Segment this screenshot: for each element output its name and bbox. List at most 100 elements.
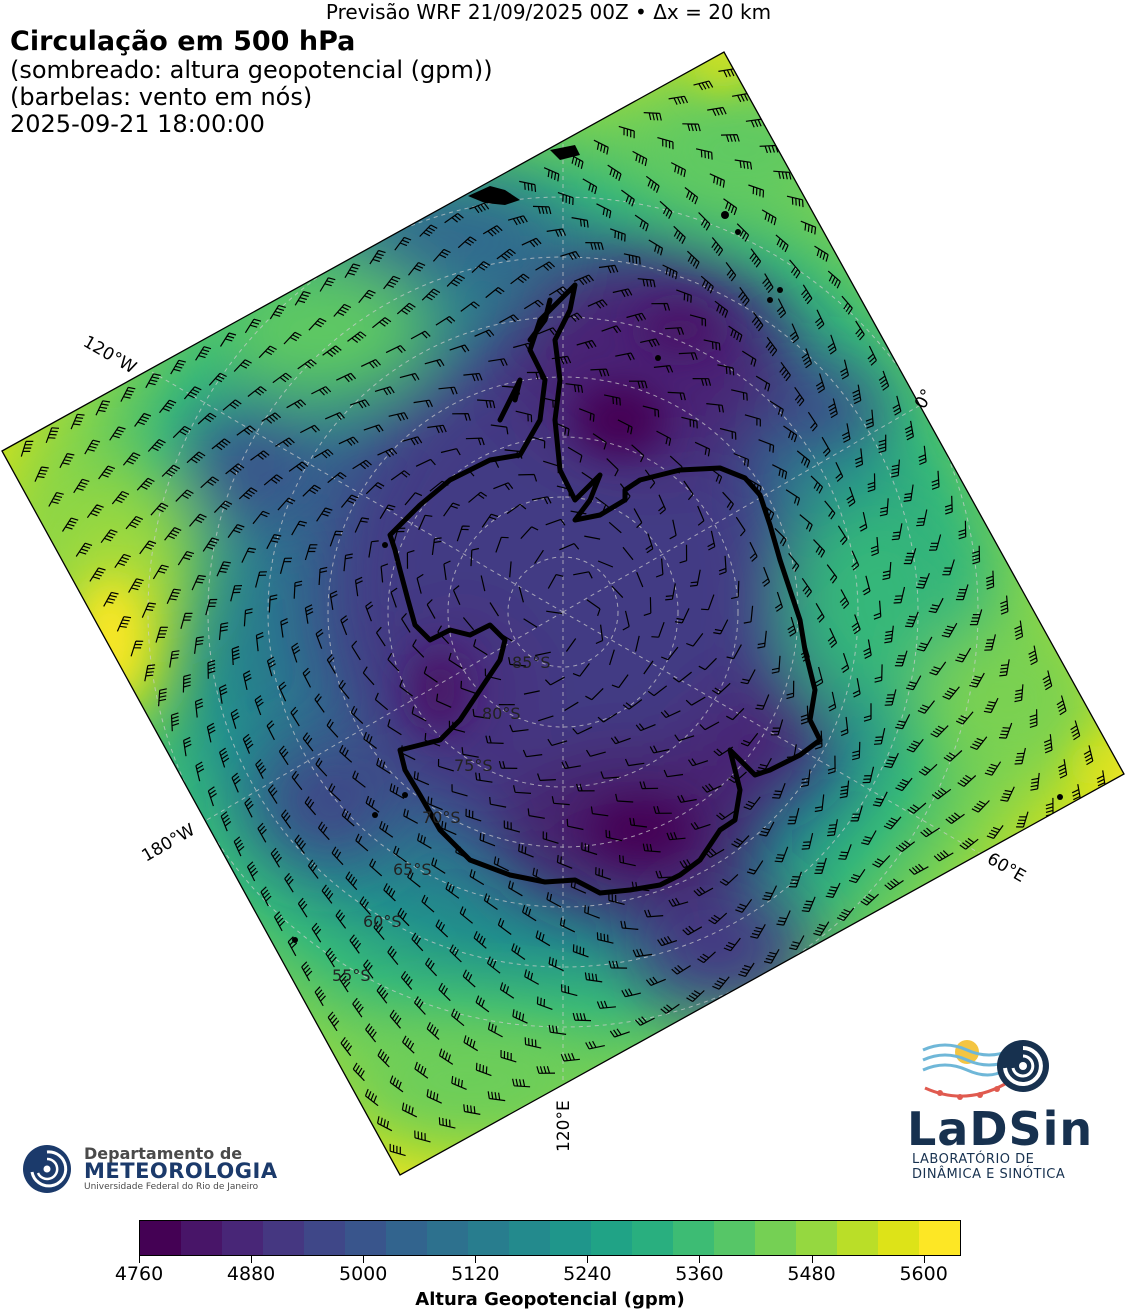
- wind-barb: [723, 937, 741, 952]
- wind-barb: [690, 821, 711, 830]
- wind-barb: [304, 604, 314, 624]
- colorbar-segment: [550, 1221, 591, 1255]
- wind-barb: [892, 395, 902, 416]
- wind-barb: [109, 426, 126, 441]
- wind-barb: [354, 517, 370, 533]
- wind-barb: [389, 1075, 404, 1093]
- wind-barb: [116, 616, 132, 632]
- wind-barb: [266, 656, 276, 677]
- wind-barb: [431, 857, 446, 874]
- wind-barb: [772, 782, 786, 799]
- wind-barb: [686, 250, 700, 269]
- wind-barb: [750, 924, 766, 939]
- colorbar-tick-label: 5360: [675, 1263, 724, 1285]
- wind-barb: [95, 400, 111, 416]
- wind-barb: [227, 524, 245, 538]
- wind-barb: [959, 837, 979, 850]
- wind-barb: [689, 314, 707, 327]
- title-block: Circulação em 500 hPa (sombreado: altura…: [10, 27, 493, 138]
- wind-barb: [379, 504, 396, 520]
- wind-barb: [284, 872, 294, 893]
- wind-barb: [408, 262, 426, 276]
- wind-barb: [895, 840, 916, 852]
- wind-barb: [713, 619, 729, 635]
- wind-barb: [601, 325, 622, 334]
- wind-barb: [170, 359, 186, 375]
- wind-barb: [522, 905, 537, 922]
- wind-barb: [590, 806, 609, 817]
- wind-barb: [545, 518, 566, 526]
- wind-barb: [836, 907, 855, 922]
- wind-barb: [485, 287, 505, 299]
- wind-barb: [776, 910, 791, 926]
- wind-barb: [231, 772, 241, 793]
- colorbar: [139, 1220, 961, 1256]
- wind-barb: [617, 419, 633, 435]
- wind-barb: [448, 652, 463, 670]
- colorbar-segment: [755, 1221, 796, 1255]
- wind-barb: [98, 465, 116, 480]
- wind-barb: [195, 346, 212, 361]
- wind-barb: [827, 755, 836, 775]
- wind-barb: [260, 886, 272, 907]
- colorbar-tick: [587, 1256, 589, 1263]
- wind-barb: [365, 482, 385, 495]
- wind-barb: [252, 510, 270, 525]
- wind-barb: [100, 529, 118, 544]
- wind-barb: [608, 893, 625, 905]
- wind-barb: [543, 167, 560, 182]
- wind-barb: [152, 564, 169, 580]
- wind-barb: [497, 917, 512, 935]
- wind-barb: [388, 412, 409, 421]
- wind-barb: [788, 553, 800, 573]
- wind-barb: [327, 1011, 340, 1032]
- wind-barb: [329, 530, 344, 547]
- ladsin-sub2: DINÂMICA E SINÓTICA: [912, 1167, 1066, 1182]
- colorbar-tick: [923, 1256, 925, 1263]
- wind-barb: [872, 855, 891, 868]
- wind-barb: [431, 537, 442, 555]
- wind-barb: [463, 1035, 479, 1052]
- wind-barb: [172, 425, 192, 439]
- wind-barb: [840, 716, 849, 737]
- wind-barb: [197, 412, 217, 425]
- wind-barb: [723, 198, 738, 216]
- wind-barb: [544, 676, 565, 686]
- wind-barb: [584, 535, 601, 540]
- wind-barb: [352, 459, 372, 470]
- wind-barb: [380, 563, 389, 583]
- wind-barb: [916, 572, 930, 589]
- parallel-label-80s: 80°S: [482, 704, 521, 723]
- wind-barb: [471, 261, 491, 274]
- wind-barb: [621, 988, 641, 998]
- wind-barb: [783, 425, 798, 443]
- wind-barb: [693, 80, 714, 91]
- wind-barb: [487, 1022, 503, 1038]
- wind-barb: [835, 461, 844, 482]
- wind-barb: [906, 738, 924, 753]
- wind-barb: [213, 500, 233, 514]
- wind-barb: [538, 715, 554, 722]
- wind-barb: [560, 250, 581, 261]
- wind-barb: [762, 273, 774, 294]
- wind-barb: [340, 1036, 353, 1057]
- colorbar-tick: [811, 1256, 813, 1263]
- wind-barb: [374, 386, 395, 396]
- wind-barb: [283, 331, 302, 345]
- wind-barb: [726, 644, 742, 660]
- wind-barb: [444, 213, 464, 224]
- wind-barb: [399, 372, 420, 381]
- wind-barb: [1016, 811, 1029, 828]
- wind-barb: [916, 509, 928, 527]
- wind-barb: [449, 944, 462, 963]
- colorbar-segment: [878, 1221, 919, 1255]
- wind-barb: [629, 380, 648, 389]
- colorbar-tick-label: 5000: [338, 1263, 388, 1285]
- wind-barb: [608, 960, 628, 969]
- wind-barb: [665, 327, 685, 335]
- wind-barb: [510, 273, 530, 285]
- wind-barb: [762, 885, 778, 901]
- wind-barb: [421, 288, 441, 301]
- wind-barb: [874, 664, 883, 683]
- wind-barb: [493, 856, 509, 872]
